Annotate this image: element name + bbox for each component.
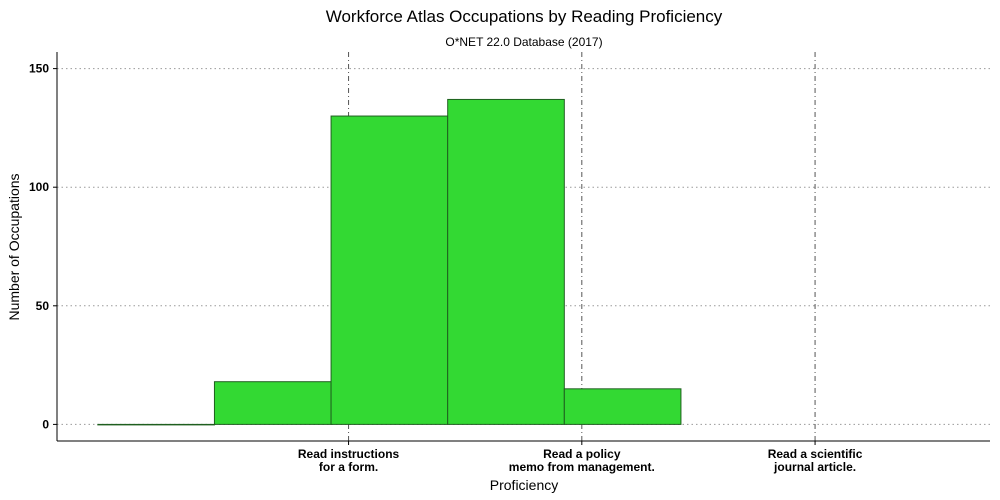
- bar-4: [447, 98, 565, 425]
- bar-2: [213, 381, 332, 425]
- x-axis-title: Proficiency: [490, 477, 558, 493]
- y-tick-label: 150: [29, 62, 49, 76]
- x-axis-ticks: Read instructions for a form. Read a polic…: [298, 441, 863, 474]
- x-tick-label-line: Read a policy: [543, 447, 621, 461]
- x-tick-label: Read a policy memo from management.: [509, 447, 655, 474]
- x-tick-label-line: Read a scientific: [768, 447, 863, 461]
- x-tick-label: Read instructions for a form.: [298, 447, 400, 474]
- chart-title: Workforce Atlas Occupations by Reading P…: [326, 7, 723, 26]
- bar-1: [97, 423, 215, 426]
- chart-subtitle: O*NET 22.0 Database (2017): [445, 35, 602, 49]
- y-axis-title: Number of Occupations: [6, 173, 22, 320]
- x-tick-label: Read a scientific journal article.: [768, 447, 863, 474]
- bar-5: [563, 388, 682, 425]
- x-tick-label-line: Read instructions: [298, 447, 400, 461]
- x-tick-label-line: journal article.: [773, 460, 856, 474]
- y-axis-ticks: 0 50 100 150: [29, 62, 57, 431]
- y-tick-label: 50: [36, 299, 50, 313]
- x-tick-label-line: for a form.: [319, 460, 378, 474]
- x-tick-label-line: memo from management.: [509, 460, 655, 474]
- bar-3: [330, 115, 449, 425]
- bars: [97, 98, 682, 426]
- y-tick-label: 0: [42, 417, 49, 431]
- y-tick-label: 100: [29, 180, 49, 194]
